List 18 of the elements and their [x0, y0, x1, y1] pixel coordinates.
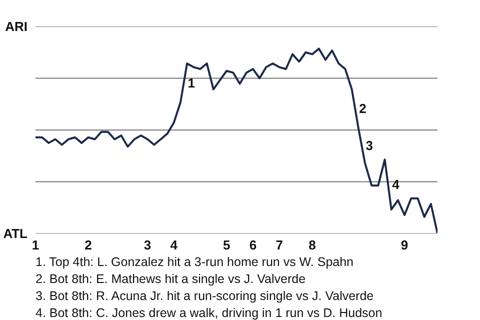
x-tick-label: 6	[249, 238, 257, 252]
annotation: 2	[359, 101, 366, 116]
text: ARI	[5, 19, 28, 34]
text: 1. Top 4th: L. Gonzalez hit a 3-run home run vs W. Spahn	[36, 255, 354, 269]
x-tick-label: 2	[84, 238, 92, 252]
x-tick-label: 5	[223, 238, 230, 252]
x-tick-label: 8	[308, 238, 316, 252]
x-tick-label: 9	[400, 238, 408, 252]
text: 2. Bot 8th: E. Mathews hit a single vs J. Valverde	[36, 272, 306, 286]
x-tick-label: 4	[170, 238, 178, 252]
text: 3. Bot 8th: R. Acuna Jr. hit a run-scoring single vs J. Valverde	[36, 289, 374, 303]
x-tick-label: 3	[144, 238, 152, 252]
text: ATL	[3, 226, 28, 241]
annotation: 1	[188, 75, 196, 90]
x-tick-label: 7	[276, 238, 283, 252]
annotation: 3	[366, 138, 373, 154]
text: 4. Bot 8th: C. Jones drew a walk, driving in 1 run vs D. Hudson	[36, 306, 382, 320]
x-tick-label: 1	[32, 238, 40, 252]
